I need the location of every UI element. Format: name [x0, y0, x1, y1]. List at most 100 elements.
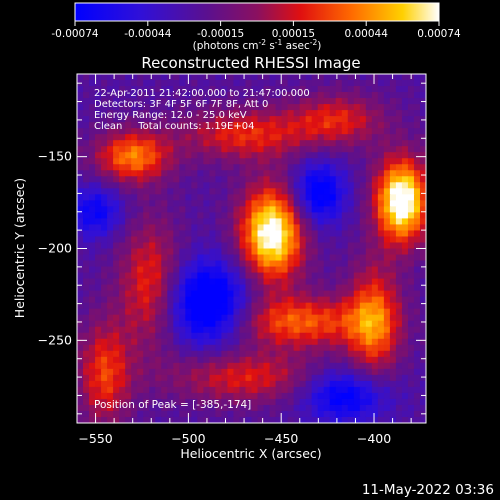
heatmap-cell [167, 284, 174, 292]
heatmap-cell [275, 200, 283, 207]
heatmap-cell [161, 284, 168, 292]
heatmap-cell [143, 320, 150, 328]
heatmap-cell [335, 170, 343, 177]
heatmap-cell [419, 338, 426, 346]
heatmap-cell [419, 308, 426, 316]
heatmap-cell [353, 170, 361, 177]
heatmap-cell [311, 128, 319, 135]
heatmap-cell [197, 356, 204, 364]
heatmap-cell [227, 308, 235, 316]
heatmap-cell [149, 308, 156, 316]
heatmap-cell [203, 242, 210, 250]
heatmap-cell [107, 362, 114, 370]
heatmap-cell [239, 80, 247, 87]
heatmap-cell [383, 392, 391, 400]
heatmap-cell [125, 386, 132, 394]
heatmap-cell [143, 152, 150, 159]
heatmap-cell [95, 200, 102, 207]
heatmap-cell [125, 368, 132, 376]
heatmap-cell [371, 104, 379, 111]
heatmap-cell [149, 242, 156, 250]
heatmap-cell [107, 416, 114, 423]
heatmap-cell [281, 356, 289, 364]
heatmap-cell [305, 242, 313, 250]
heatmap-cell [179, 122, 186, 129]
heatmap-cell [281, 230, 289, 238]
heatmap-cell [275, 266, 283, 274]
heatmap-cell [221, 188, 229, 195]
heatmap-cell [311, 140, 319, 147]
heatmap-cell [89, 128, 96, 135]
heatmap-cell [359, 308, 367, 316]
heatmap-cell [173, 170, 180, 177]
heatmap-cell [113, 332, 120, 340]
heatmap-cell [101, 230, 108, 238]
heatmap-cell [125, 236, 132, 244]
heatmap-cell [263, 398, 271, 406]
heatmap-cell [359, 146, 367, 153]
heatmap-cell [143, 308, 150, 316]
heatmap-cell [287, 332, 295, 340]
heatmap-cell [311, 272, 319, 280]
heatmap-cell [269, 266, 277, 274]
heatmap-cell [299, 398, 307, 406]
heatmap-cell [89, 308, 96, 316]
heatmap-cell [149, 230, 156, 238]
heatmap-cell [269, 206, 277, 213]
heatmap-cell [215, 230, 223, 238]
heatmap-cell [293, 212, 301, 220]
heatmap-cell [137, 296, 144, 304]
heatmap-cell [233, 392, 241, 400]
heatmap-cell [137, 74, 144, 81]
heatmap-cell [107, 308, 114, 316]
heatmap-cell [293, 188, 301, 195]
heatmap-cell [179, 410, 186, 418]
heatmap-cell [395, 266, 403, 274]
heatmap-cell [101, 338, 108, 346]
heatmap-cell [125, 194, 132, 201]
heatmap-cell [365, 308, 373, 316]
heatmap-cell [131, 260, 138, 268]
heatmap-cell [299, 344, 307, 352]
heatmap-cell [197, 278, 204, 286]
heatmap-cell [383, 158, 391, 165]
heatmap-cell [269, 320, 277, 328]
heatmap-cell [131, 272, 138, 280]
heatmap-cell [185, 284, 192, 292]
heatmap-cell [395, 146, 403, 153]
heatmap-cell [329, 98, 337, 105]
heatmap-cell [419, 386, 426, 394]
heatmap-cell [245, 254, 253, 262]
heatmap-cell [239, 200, 247, 207]
heatmap-cell [125, 296, 132, 304]
heatmap-cell [173, 122, 180, 129]
heatmap-cell [323, 92, 331, 99]
heatmap-cell [113, 128, 120, 135]
heatmap-cell [413, 206, 421, 213]
heatmap-cell [359, 368, 367, 376]
heatmap-cell [305, 140, 313, 147]
heatmap-cell [239, 302, 247, 310]
heatmap-cell [185, 122, 192, 129]
heatmap-cell [173, 116, 180, 123]
heatmap-cell [281, 170, 289, 177]
heatmap-cell [221, 416, 229, 423]
heatmap-cell [179, 368, 186, 376]
heatmap-cell [251, 74, 259, 81]
heatmap-cell [107, 380, 114, 388]
heatmap-cell [227, 278, 235, 286]
heatmap-cell [119, 374, 126, 382]
heatmap-cell [143, 266, 150, 274]
heatmap-cell [245, 290, 253, 298]
heatmap-cell [239, 242, 247, 250]
heatmap-cell [95, 254, 102, 262]
heatmap-cell [287, 200, 295, 207]
heatmap-cell [203, 206, 210, 213]
heatmap-cell [389, 92, 397, 99]
heatmap-cell [281, 248, 289, 256]
heatmap-cell [113, 170, 120, 177]
heatmap-cell [137, 110, 144, 117]
heatmap-cell [149, 392, 156, 400]
heatmap-cell [215, 248, 223, 256]
heatmap-cell [131, 194, 138, 201]
